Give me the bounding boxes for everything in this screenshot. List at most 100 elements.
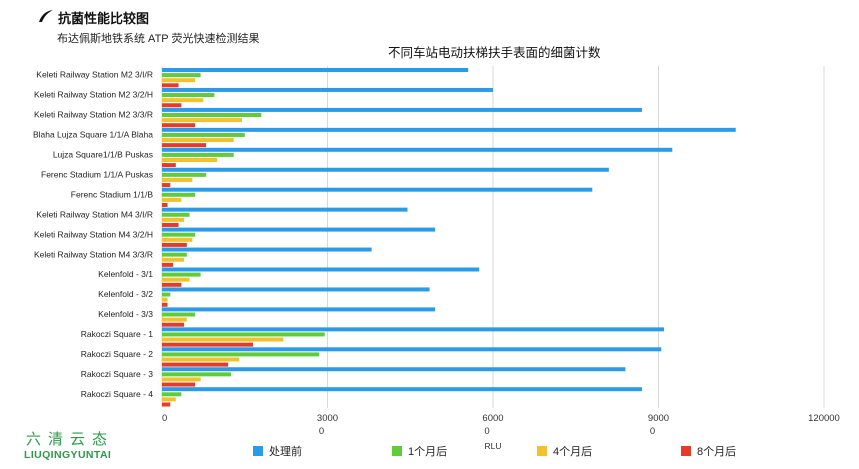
category-label: Kelenfold - 3/3	[98, 309, 153, 319]
bar	[162, 317, 187, 322]
category-label: Keleti Railway Station M4 3/3/R	[34, 249, 153, 259]
x-tick-label-secondary: 0	[319, 426, 324, 437]
bar	[162, 192, 196, 197]
bar	[162, 292, 171, 297]
bar	[162, 262, 174, 267]
chart-title: 不同车站电动扶梯扶手表面的细菌计数	[388, 46, 601, 60]
bar	[162, 347, 662, 352]
bar	[162, 337, 284, 342]
bar	[162, 197, 182, 202]
bar	[162, 287, 430, 292]
bar	[162, 118, 242, 123]
bar	[162, 132, 245, 137]
legend-swatch	[392, 446, 402, 456]
bar	[162, 93, 215, 98]
bar	[162, 247, 372, 252]
category-label: Kelenfold - 3/2	[98, 289, 153, 299]
category-label: Keleti Railway Station M2 3/3/R	[34, 110, 153, 120]
bar	[162, 322, 185, 327]
bar	[162, 312, 196, 317]
bar	[162, 357, 240, 362]
bar	[162, 402, 171, 407]
bar	[162, 98, 204, 103]
bar	[162, 232, 196, 237]
bar	[162, 272, 201, 277]
category-label: Ferenc Stadium 1/1/A Puskas	[41, 169, 153, 179]
category-label: Lujza Square1/1/B Puskas	[53, 150, 153, 160]
legend-swatch	[681, 446, 691, 456]
swoosh-logo-icon	[38, 9, 54, 23]
bar	[162, 327, 665, 332]
bar	[162, 163, 176, 168]
bar	[162, 147, 673, 152]
category-labels: Keleti Railway Station M2 3/I/R Keleti Ra…	[33, 70, 153, 399]
bar	[162, 103, 182, 108]
category-label: Rakoczi Square - 3	[81, 369, 154, 379]
bar	[162, 377, 201, 382]
x-axis-label: RLU	[484, 441, 501, 451]
x-tick-label: 3000	[317, 413, 338, 424]
chart-subtitle: 布达佩斯地铁系统 ATP 荧光快速检测结果	[57, 33, 260, 45]
x-tick-label: 9000	[648, 413, 669, 424]
bar	[162, 172, 207, 177]
category-label: Keleti Railway Station M2 3/I/R	[36, 70, 153, 80]
category-label: Rakoczi Square - 4	[81, 389, 154, 399]
bar	[162, 392, 182, 397]
x-tick-label: 6000	[482, 413, 503, 424]
bar	[162, 167, 609, 172]
category-label: Keleti Railway Station M4 3/I/R	[36, 209, 153, 219]
bar	[162, 227, 436, 232]
bar	[162, 138, 234, 143]
bar	[162, 123, 196, 128]
bar	[162, 113, 262, 117]
brand-name-en: LIUQINGYUNTAI	[24, 449, 112, 461]
bar	[162, 282, 182, 287]
bar	[162, 302, 168, 307]
x-tick-labels: 0 3000 6000 9000 120000 0 0 0	[162, 413, 840, 437]
category-label: Ferenc Stadium 1/1/B	[71, 189, 154, 199]
bar	[162, 78, 196, 83]
legend-label: 8个月后	[697, 445, 736, 458]
category-label: Rakoczi Square - 2	[81, 349, 154, 359]
bar	[162, 297, 168, 302]
legend-swatch	[537, 446, 547, 456]
bar	[162, 143, 207, 148]
brand-name-cn: 六清云态	[26, 431, 115, 448]
bar	[162, 127, 736, 132]
legend-label: 1个月后	[408, 445, 447, 458]
bar	[162, 277, 190, 282]
category-label: Rakoczi Square - 1	[81, 329, 154, 339]
bar	[162, 207, 408, 212]
category-label: Keleti Railway Station M2 3/2/H	[34, 90, 153, 100]
legend: 处理前 1个月后 4个月后 8个月后	[253, 444, 736, 458]
category-label: Keleti Railway Station M4 3/2/H	[34, 229, 153, 239]
bar	[162, 257, 185, 262]
bar	[162, 397, 176, 402]
page-title: 抗菌性能比较图	[58, 11, 150, 26]
bar	[162, 237, 193, 242]
bar	[162, 352, 320, 357]
bar	[162, 242, 187, 247]
bar	[162, 387, 642, 392]
bar	[162, 212, 190, 217]
bar	[162, 342, 254, 347]
bar	[162, 307, 436, 312]
bars-layer	[162, 68, 736, 407]
x-tick-label-secondary: 0	[650, 426, 655, 437]
bar	[162, 332, 325, 337]
bar	[162, 152, 234, 157]
bar	[162, 68, 469, 72]
legend-label: 4个月后	[553, 445, 592, 458]
grid-layer	[161, 66, 825, 408]
bar	[162, 87, 493, 92]
bar	[162, 372, 231, 377]
x-tick-label: 120000	[808, 413, 840, 424]
bar	[162, 217, 185, 222]
bar	[162, 252, 187, 257]
legend-swatch	[253, 446, 263, 456]
bar	[162, 177, 193, 182]
category-label: Blaha Lujza Square 1/1/A Blaha	[33, 130, 153, 140]
bar	[162, 158, 218, 162]
bar	[162, 187, 593, 192]
